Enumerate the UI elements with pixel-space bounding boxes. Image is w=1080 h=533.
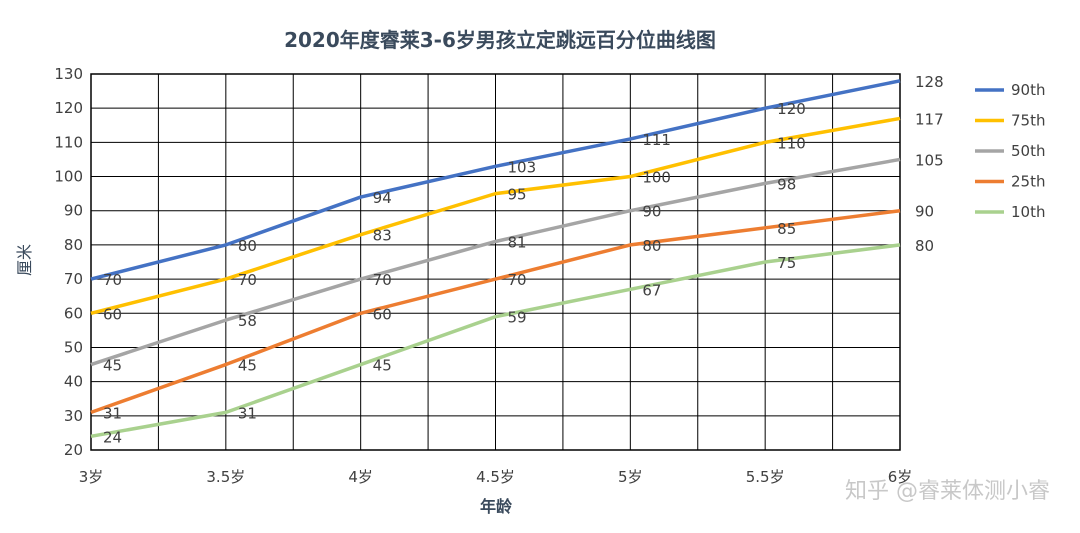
- data-label: 83: [373, 227, 392, 245]
- data-label: 70: [508, 271, 527, 289]
- x-tick-label: 3.5岁: [206, 468, 245, 486]
- data-label: 111: [642, 131, 671, 149]
- data-label: 103: [508, 158, 537, 176]
- legend-label: 90th: [1011, 81, 1045, 99]
- data-label: 70: [373, 271, 392, 289]
- x-tick-label: 5.5岁: [746, 468, 785, 486]
- watermark: 知乎 @睿莱体测小睿: [845, 479, 1050, 504]
- x-axis-title: 年龄: [480, 497, 513, 516]
- data-label: 80: [238, 237, 257, 255]
- data-label: 60: [103, 305, 122, 323]
- y-tick-label: 70: [64, 270, 83, 288]
- data-label: 80: [642, 237, 661, 255]
- y-tick-label: 30: [64, 407, 83, 425]
- y-tick-label: 90: [64, 202, 83, 220]
- data-label: 31: [238, 404, 257, 422]
- data-label: 90: [915, 203, 934, 221]
- data-label: 90: [642, 203, 661, 221]
- x-tick-label: 4岁: [348, 468, 373, 486]
- data-label: 117: [915, 110, 944, 128]
- series-line-10th: [90, 243, 901, 439]
- y-tick-label: 50: [64, 338, 83, 356]
- data-label: 100: [642, 169, 671, 187]
- data-label: 85: [777, 220, 796, 238]
- y-tick-label: 40: [64, 373, 83, 391]
- data-label: 59: [508, 309, 527, 327]
- data-label: 31: [103, 404, 122, 422]
- data-label: 70: [103, 271, 122, 289]
- data-label: 81: [508, 233, 527, 251]
- data-label: 98: [777, 175, 796, 193]
- data-label: 75: [777, 254, 796, 272]
- y-tick-label: 20: [64, 441, 83, 459]
- data-label: 45: [373, 357, 392, 375]
- y-axis-title: 厘米: [15, 244, 34, 276]
- axis-ticks: 20 30 40 50 60 70 80 90 100 110 120 130 3岁 3.5岁 4岁 4.5岁…: [54, 65, 912, 486]
- data-label: 45: [238, 357, 257, 375]
- series-line-50th: [90, 157, 901, 367]
- data-label: 60: [373, 305, 392, 323]
- data-label: 70: [238, 271, 257, 289]
- data-label: 24: [103, 428, 122, 446]
- legend-label: 75th: [1011, 112, 1045, 130]
- data-label: 105: [915, 151, 944, 169]
- chart-title: 2020年度睿莱3-6岁男孩立定跳远百分位曲线图: [284, 28, 716, 52]
- x-tick-label: 4.5岁: [476, 468, 515, 486]
- legend: 90th 75th 50th 25th 10th: [975, 81, 1045, 221]
- x-tick-label: 5岁: [618, 468, 643, 486]
- series-lines: [90, 79, 901, 439]
- data-label: 128: [915, 73, 944, 91]
- y-tick-label: 80: [64, 236, 83, 254]
- legend-label: 50th: [1011, 142, 1045, 160]
- data-label: 67: [642, 281, 661, 299]
- y-tick-label: 100: [54, 168, 83, 186]
- data-label: 110: [777, 134, 806, 152]
- plot-frame: [90, 73, 901, 451]
- series-line-75th: [90, 116, 901, 315]
- x-tick-label: 3岁: [79, 468, 104, 486]
- data-label: 94: [373, 189, 392, 207]
- legend-label: 10th: [1011, 203, 1045, 221]
- data-label: 120: [777, 100, 806, 118]
- series-line-25th: [90, 208, 901, 415]
- data-label: 58: [238, 312, 257, 330]
- data-label: 80: [915, 237, 934, 255]
- y-tick-label: 60: [64, 304, 83, 322]
- series-line-90th: [90, 79, 901, 281]
- y-tick-label: 130: [54, 65, 83, 83]
- data-label: 45: [103, 357, 122, 375]
- data-labels: 70 80 94 103 111 120 128 60 70 83 95 100 110 117 45 58 7…: [103, 73, 944, 446]
- legend-label: 25th: [1011, 173, 1045, 191]
- data-label: 95: [508, 186, 527, 204]
- y-tick-label: 110: [54, 133, 83, 151]
- y-tick-label: 120: [54, 99, 83, 117]
- x-tick-label: 6岁: [888, 468, 913, 486]
